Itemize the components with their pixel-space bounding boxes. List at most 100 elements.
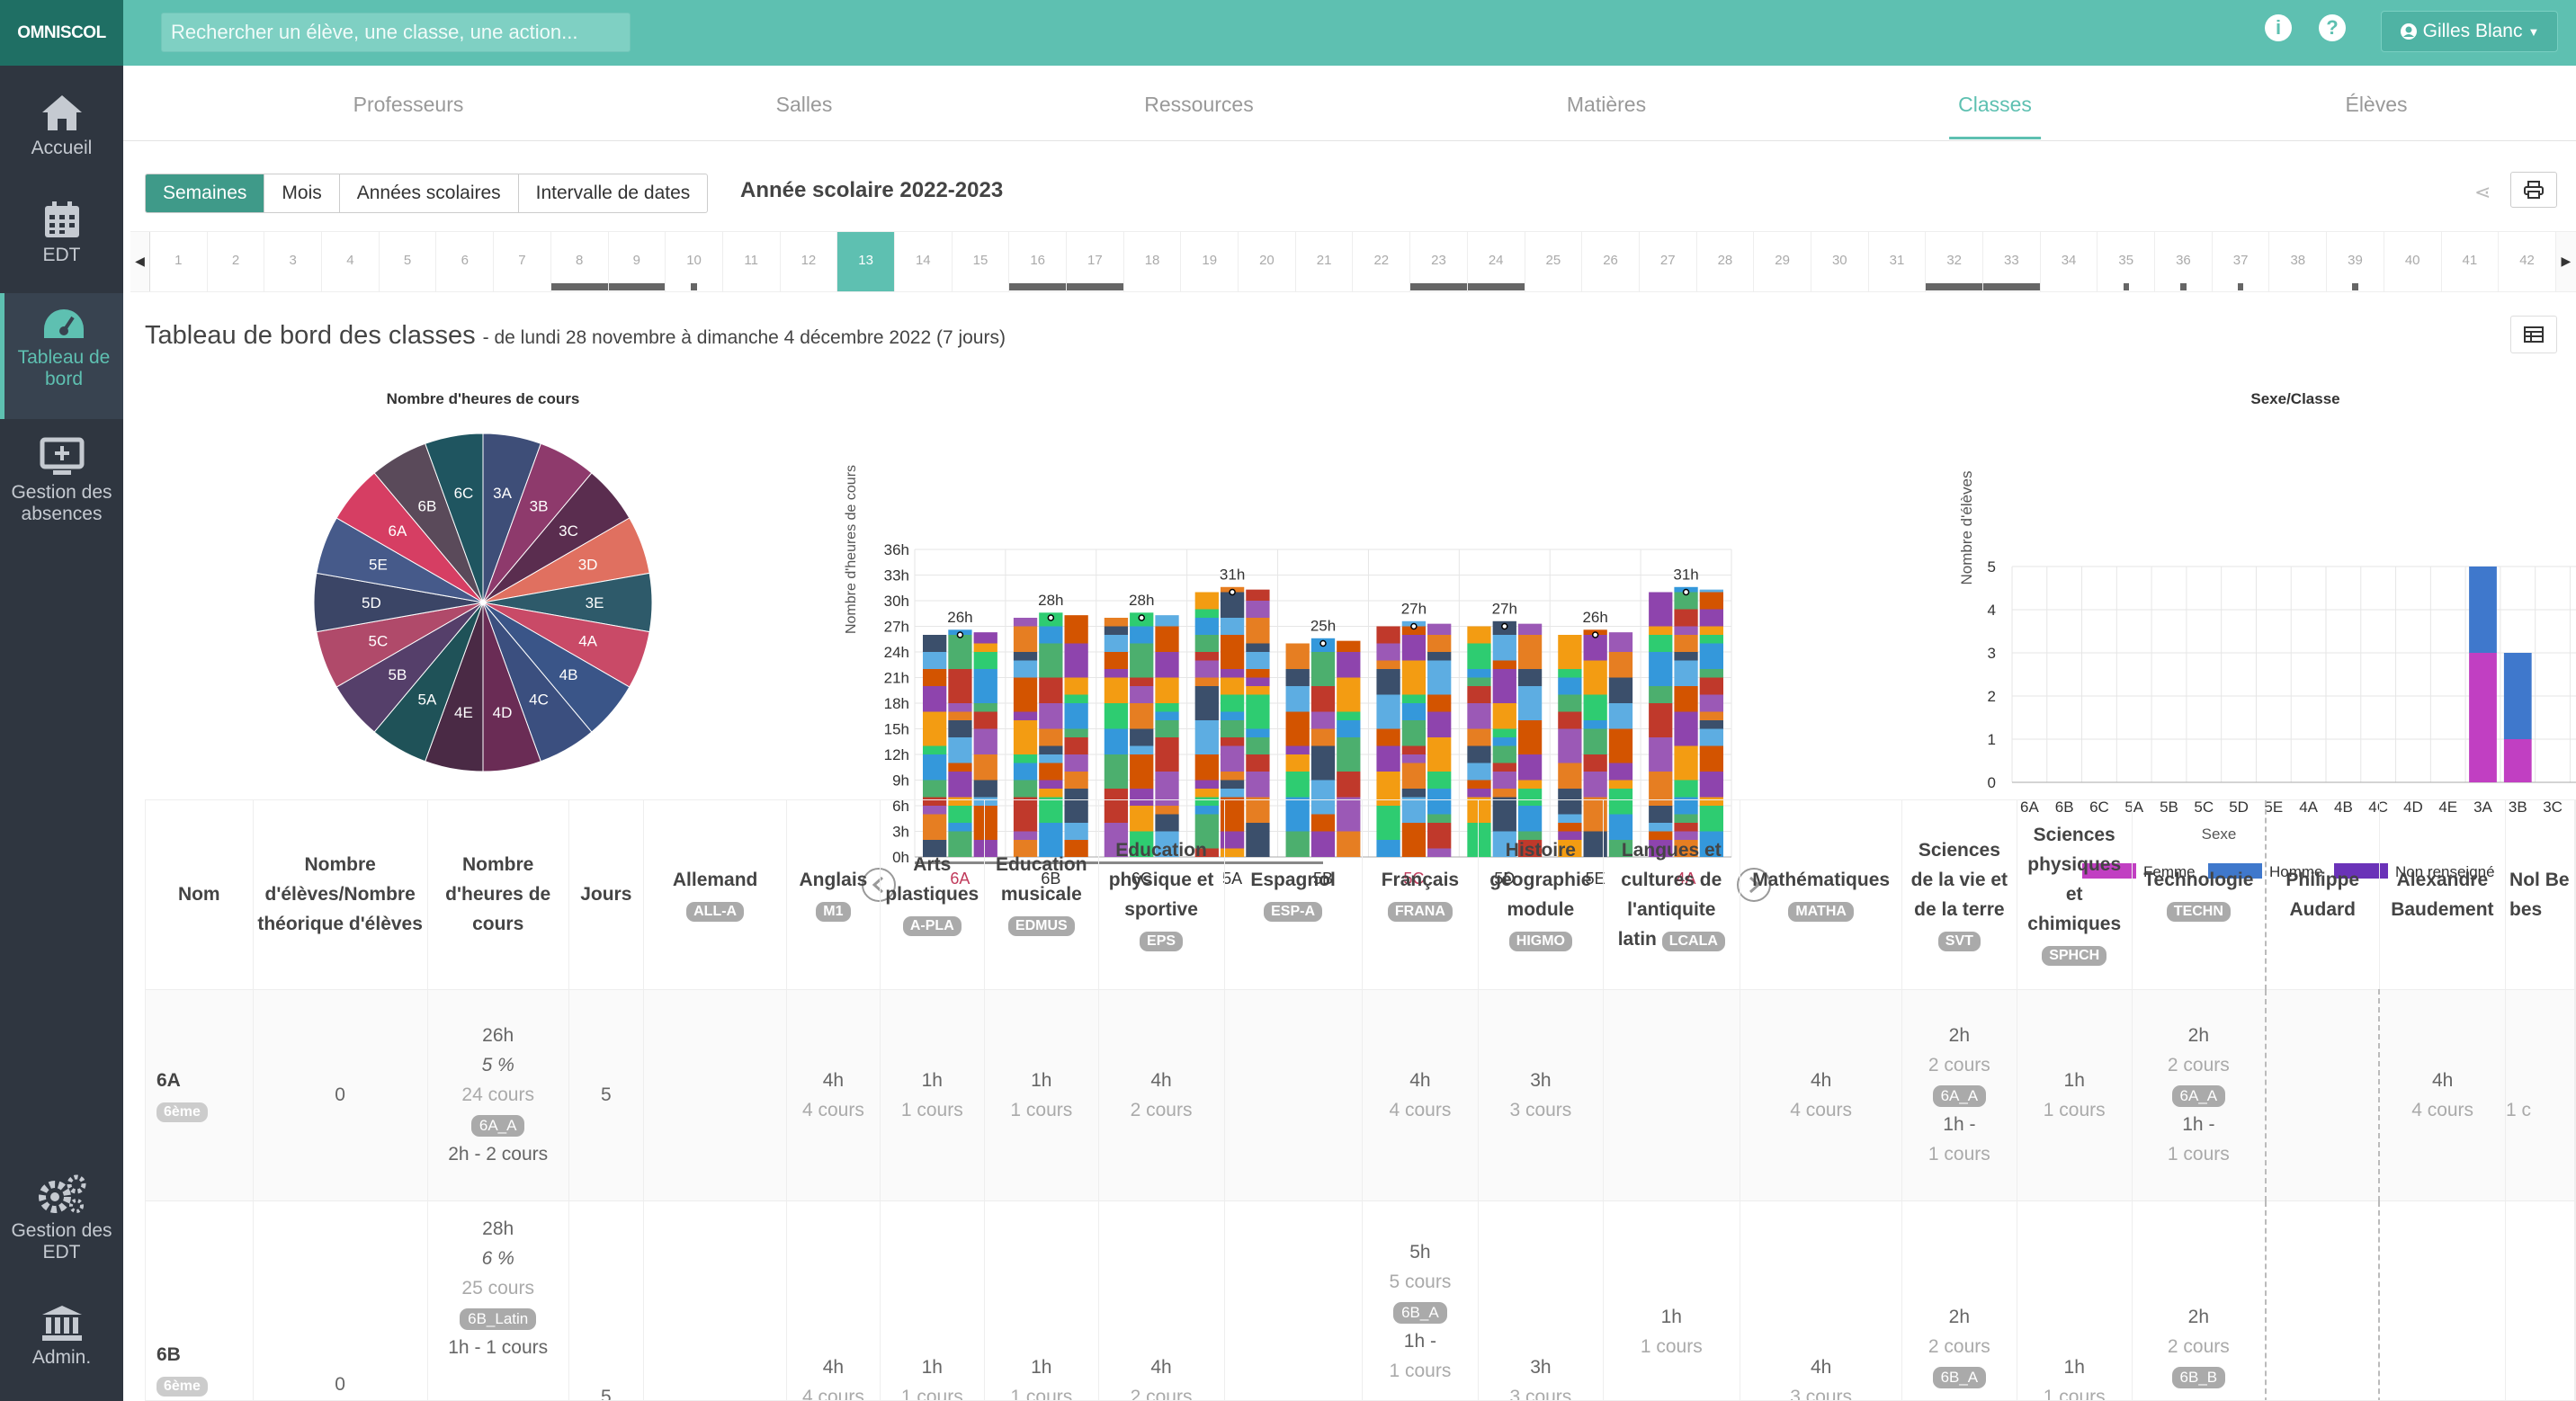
- bar-segment[interactable]: [1376, 626, 1400, 644]
- bar-segment[interactable]: [1064, 677, 1088, 695]
- bar-segment[interactable]: [1194, 618, 1219, 635]
- bar-segment[interactable]: [1013, 763, 1038, 781]
- week-35[interactable]: 35: [2097, 232, 2156, 291]
- bar-segment[interactable]: [973, 711, 997, 729]
- week-33[interactable]: 33: [1983, 232, 2041, 291]
- bar-segment[interactable]: [1401, 703, 1427, 720]
- column-header[interactable]: Nombre d'élèves/Nombre théorique d'élève…: [253, 800, 428, 989]
- bar-segment[interactable]: [1674, 626, 1698, 636]
- bar-segment[interactable]: [1337, 640, 1361, 652]
- bar-segment[interactable]: [1310, 652, 1336, 686]
- bar-segment[interactable]: [948, 772, 972, 798]
- bar-segment[interactable]: [973, 728, 997, 755]
- bar-segment[interactable]: [923, 635, 947, 652]
- bar-segment[interactable]: [1674, 609, 1698, 627]
- bar-segment[interactable]: [1220, 694, 1245, 712]
- week-31[interactable]: 31: [1869, 232, 1927, 291]
- bar-segment[interactable]: [1583, 660, 1607, 695]
- bar-segment[interactable]: [2503, 653, 2532, 739]
- class-name[interactable]: 6B: [157, 1344, 181, 1365]
- bar-segment[interactable]: [1104, 754, 1129, 789]
- bar-segment[interactable]: [1194, 754, 1219, 781]
- bar-segment[interactable]: [1104, 669, 1129, 678]
- bar-segment[interactable]: [1583, 728, 1607, 755]
- bar-segment[interactable]: [1013, 711, 1038, 721]
- bar-segment[interactable]: [1699, 635, 1723, 644]
- bar-segment[interactable]: [923, 780, 947, 798]
- week-5[interactable]: 5: [380, 232, 437, 291]
- bar-segment[interactable]: [1337, 772, 1361, 798]
- week-21[interactable]: 21: [1296, 232, 1354, 291]
- bar-segment[interactable]: [1558, 635, 1582, 669]
- bar-segment[interactable]: [1155, 737, 1179, 772]
- bar-segment[interactable]: [1608, 632, 1633, 652]
- bar-segment[interactable]: [923, 669, 947, 686]
- bar-segment[interactable]: [1492, 728, 1516, 738]
- bar-segment[interactable]: [1467, 789, 1491, 798]
- bar-segment[interactable]: [1467, 728, 1491, 746]
- column-header[interactable]: Alexandre Baudement: [2379, 800, 2507, 989]
- bar-segment[interactable]: [1467, 677, 1491, 687]
- column-header[interactable]: Nombre d'heures de cours: [427, 800, 569, 989]
- bar-segment[interactable]: [1467, 669, 1491, 678]
- bar-segment[interactable]: [1104, 635, 1129, 652]
- sidebar-item-gestion-absences[interactable]: Gestion des absences: [0, 437, 123, 525]
- bar-segment[interactable]: [1155, 677, 1179, 704]
- bar-segment[interactable]: [1039, 643, 1063, 678]
- bar-segment[interactable]: [1039, 703, 1063, 729]
- week-17[interactable]: 17: [1067, 232, 1124, 291]
- column-header[interactable]: Philippe Audard: [2264, 800, 2380, 989]
- bar-segment[interactable]: [1310, 745, 1336, 781]
- bar-segment[interactable]: [1558, 677, 1582, 695]
- info-icon[interactable]: i: [2265, 14, 2292, 41]
- week-24[interactable]: 24: [1467, 232, 1525, 291]
- bar-segment[interactable]: [1194, 609, 1219, 619]
- week-prev-arrow[interactable]: ◀: [130, 232, 150, 291]
- bar-segment[interactable]: [1285, 711, 1310, 746]
- week-40[interactable]: 40: [2384, 232, 2442, 291]
- bar-segment[interactable]: [1039, 626, 1063, 644]
- bar-segment[interactable]: [1155, 626, 1179, 653]
- bar-segment[interactable]: [1401, 626, 1427, 636]
- week-9[interactable]: 9: [608, 232, 666, 291]
- bar-segment[interactable]: [1220, 635, 1245, 669]
- bar-segment[interactable]: [1285, 745, 1310, 755]
- bar-segment[interactable]: [1246, 669, 1270, 678]
- column-header[interactable]: Nol Be bes: [2505, 800, 2575, 989]
- bar-segment[interactable]: [1285, 686, 1310, 712]
- bar-segment[interactable]: [1130, 643, 1154, 678]
- column-header[interactable]: Mathématiques MATHA: [1740, 800, 1903, 989]
- period-date-range-button[interactable]: Intervalle de dates: [535, 183, 691, 203]
- bar-segment[interactable]: [1467, 686, 1491, 703]
- column-header[interactable]: Nom: [146, 800, 254, 989]
- week-19[interactable]: 19: [1181, 232, 1239, 291]
- week-39[interactable]: 39: [2327, 232, 2384, 291]
- column-header[interactable]: Arts plastiques A-PLA: [880, 800, 986, 989]
- bar-segment[interactable]: [948, 720, 972, 737]
- bar-segment[interactable]: [1699, 589, 1723, 593]
- bar-segment[interactable]: [1583, 694, 1607, 721]
- column-header[interactable]: Education musicale EDMUS: [984, 800, 1099, 989]
- bar-segment[interactable]: [2503, 739, 2532, 782]
- bar-segment[interactable]: [1104, 703, 1129, 729]
- bar-segment[interactable]: [1064, 643, 1088, 678]
- bar-segment[interactable]: [1220, 772, 1245, 781]
- bar-segment[interactable]: [1155, 711, 1179, 721]
- bar-segment[interactable]: [1427, 635, 1452, 652]
- bar-segment[interactable]: [1285, 643, 1310, 670]
- bar-segment[interactable]: [948, 763, 972, 772]
- bar-segment[interactable]: [1608, 763, 1633, 781]
- week-12[interactable]: 12: [781, 232, 838, 291]
- bar-segment[interactable]: [1699, 694, 1723, 712]
- bar-segment[interactable]: [1246, 677, 1270, 687]
- bar-segment[interactable]: [1130, 677, 1154, 687]
- week-next-arrow[interactable]: ▶: [2555, 232, 2576, 291]
- app-logo[interactable]: OMNISCOL: [0, 0, 123, 66]
- bar-segment[interactable]: [1427, 694, 1452, 712]
- bar-segment[interactable]: [973, 643, 997, 653]
- bar-segment[interactable]: [1492, 763, 1516, 772]
- tab-salles[interactable]: Salles: [775, 93, 833, 116]
- bar-segment[interactable]: [1246, 643, 1270, 653]
- bar-segment[interactable]: [1699, 745, 1723, 772]
- week-4[interactable]: 4: [322, 232, 380, 291]
